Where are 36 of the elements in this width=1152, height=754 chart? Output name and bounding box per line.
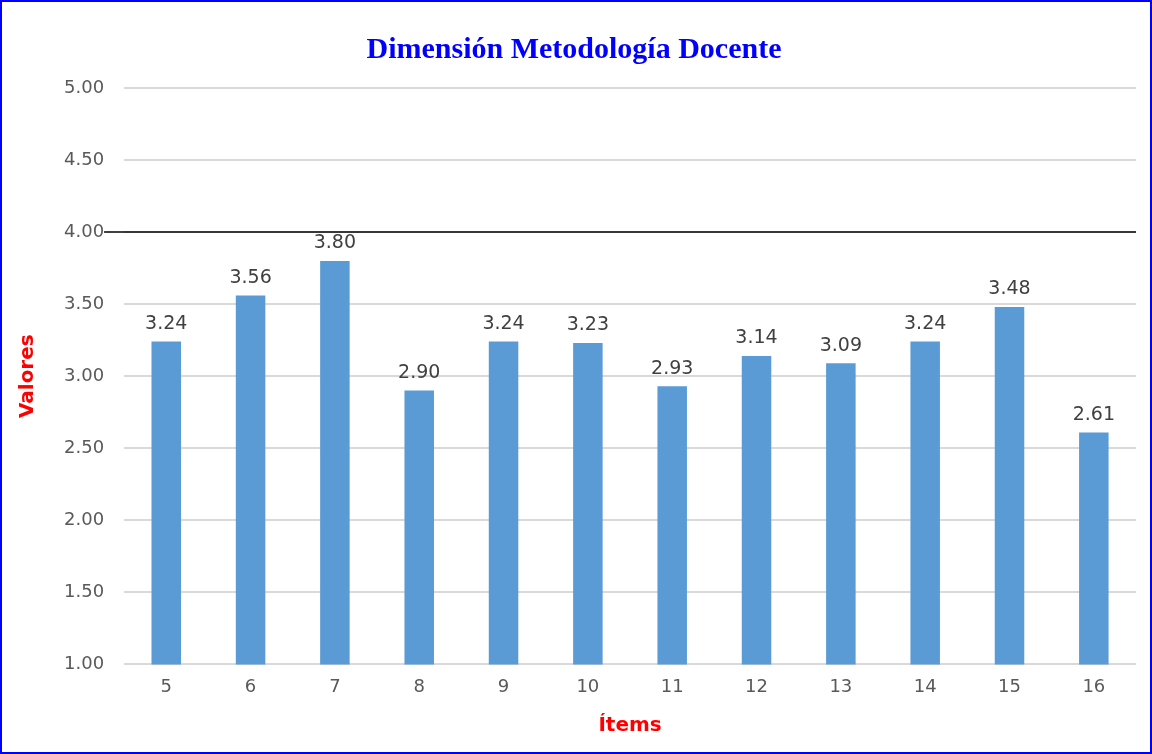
x-tick-label: 13 <box>829 674 853 696</box>
data-label: 3.24 <box>482 311 525 334</box>
data-label: 3.24 <box>904 311 947 334</box>
data-label: 3.14 <box>735 325 778 348</box>
data-label: 3.23 <box>566 312 610 335</box>
data-label: 2.90 <box>398 360 441 383</box>
data-label: 3.80 <box>313 230 357 253</box>
y-tick-label: 4.00 <box>64 219 105 241</box>
data-label: 3.56 <box>229 264 272 287</box>
x-tick-label: 10 <box>576 674 600 696</box>
x-tick-label: 8 <box>413 674 425 696</box>
y-tick-label: 3.00 <box>64 363 105 385</box>
x-tick-label: 16 <box>1082 674 1106 696</box>
x-tick-label: 12 <box>745 674 768 696</box>
chart-title: Dimensión Metodología Docente <box>366 30 782 64</box>
x-tick-label: 6 <box>244 674 257 696</box>
x-tick-label: 9 <box>497 674 510 696</box>
y-tick-label: 1.50 <box>64 580 105 602</box>
x-tick-label: 15 <box>998 674 1021 696</box>
y-tick-label: 3.50 <box>64 291 105 313</box>
data-label: 2.93 <box>651 355 694 378</box>
x-tick-label: 11 <box>660 674 684 696</box>
x-tick-label: 7 <box>329 674 341 696</box>
y-tick-label: 2.50 <box>64 435 105 457</box>
data-label: 3.24 <box>145 311 188 334</box>
data-label: 2.61 <box>1072 401 1115 424</box>
y-tick-label: 2.00 <box>64 507 105 529</box>
y-axis-title: Valores <box>14 334 39 419</box>
x-tick-label: 14 <box>913 674 937 696</box>
y-tick-label: 1.00 <box>64 652 105 674</box>
data-label: 3.09 <box>819 332 863 355</box>
x-axis-title: Ítems <box>598 712 662 737</box>
y-tick-label: 4.50 <box>64 147 105 169</box>
x-tick-label: 5 <box>160 674 172 696</box>
data-label: 3.48 <box>988 276 1031 299</box>
y-tick-label: 5.00 <box>64 75 105 97</box>
